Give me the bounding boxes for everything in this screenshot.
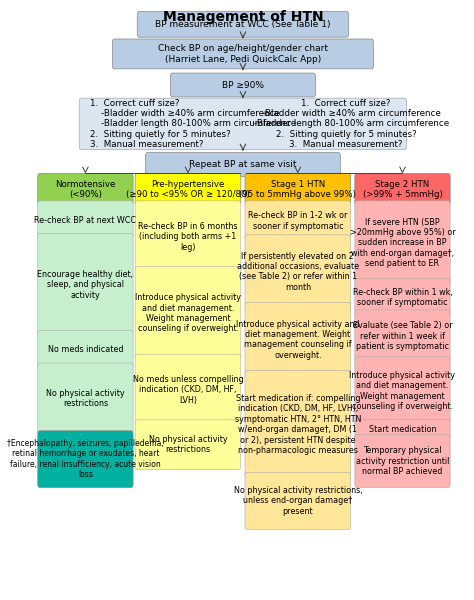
Text: Introduce physical activity and
diet management. Weight
management counseling if: Introduce physical activity and diet man… bbox=[236, 320, 360, 360]
FancyBboxPatch shape bbox=[355, 279, 450, 316]
FancyBboxPatch shape bbox=[135, 354, 241, 426]
Text: If persistently elevated on 2
additional occasions, evaluate
(see Table 2) or re: If persistently elevated on 2 additional… bbox=[237, 251, 359, 292]
Text: Stage 1 HTN
(95 to 5mmHg above 99%): Stage 1 HTN (95 to 5mmHg above 99%) bbox=[239, 180, 356, 199]
Text: BP measurement at WCC (See Table 1): BP measurement at WCC (See Table 1) bbox=[155, 20, 331, 29]
Text: Management of HTN: Management of HTN bbox=[163, 10, 323, 25]
Text: No meds unless compelling
indication (CKD, DM, HF,
LVH): No meds unless compelling indication (CK… bbox=[133, 375, 243, 405]
FancyBboxPatch shape bbox=[38, 173, 133, 206]
FancyBboxPatch shape bbox=[355, 201, 450, 285]
FancyBboxPatch shape bbox=[355, 419, 450, 441]
FancyBboxPatch shape bbox=[245, 235, 351, 308]
FancyBboxPatch shape bbox=[38, 363, 133, 434]
Text: BP ≥90%: BP ≥90% bbox=[222, 80, 264, 89]
FancyBboxPatch shape bbox=[137, 11, 348, 37]
Text: †Encephalopathy, seizures, papilledema,
retinal hemorrhage or exudates, heart
fa: †Encephalopathy, seizures, papilledema, … bbox=[7, 439, 164, 479]
FancyBboxPatch shape bbox=[245, 201, 351, 241]
Text: Start medication if: compelling
indication (CKD, DM, HF, LVH),
symptomatic HTN, : Start medication if: compelling indicati… bbox=[235, 394, 361, 455]
Text: Re-check BP within 1 wk,
sooner if symptomatic: Re-check BP within 1 wk, sooner if sympt… bbox=[353, 288, 452, 307]
FancyBboxPatch shape bbox=[245, 173, 351, 206]
Text: No meds indicated: No meds indicated bbox=[48, 345, 123, 354]
FancyBboxPatch shape bbox=[135, 420, 241, 470]
Text: Evaluate (see Table 2) or
refer within 1 week if
patient is symptomatic: Evaluate (see Table 2) or refer within 1… bbox=[353, 322, 452, 351]
FancyBboxPatch shape bbox=[38, 201, 133, 239]
Text: Re-check BP at next WCC: Re-check BP at next WCC bbox=[35, 215, 137, 224]
FancyBboxPatch shape bbox=[38, 331, 133, 369]
Text: No physical activity restrictions,
unless end-organ damage†
present: No physical activity restrictions, unles… bbox=[234, 486, 362, 516]
Text: Temporary physical
activity restriction until
normal BP achieved: Temporary physical activity restriction … bbox=[356, 446, 449, 476]
FancyBboxPatch shape bbox=[355, 310, 450, 363]
Text: 1.  Correct cuff size?
    -Bladder width ≥40% arm circumference
    -Bladder le: 1. Correct cuff size? -Bladder width ≥40… bbox=[243, 98, 449, 149]
Text: No physical activity
restrictions: No physical activity restrictions bbox=[149, 435, 228, 454]
FancyBboxPatch shape bbox=[146, 152, 340, 176]
FancyBboxPatch shape bbox=[135, 201, 241, 272]
Text: Re-check BP in 6 months
(including both arms +1
leg): Re-check BP in 6 months (including both … bbox=[138, 222, 238, 251]
FancyBboxPatch shape bbox=[355, 173, 450, 206]
Text: 1.  Correct cuff size?
    -Bladder width ≥40% arm circumference
    -Bladder le: 1. Correct cuff size? -Bladder width ≥40… bbox=[90, 98, 296, 149]
Text: If severe HTN (SBP
>20mmHg above 95%) or
sudden increase in BP
with end-organ da: If severe HTN (SBP >20mmHg above 95%) or… bbox=[350, 218, 456, 268]
Text: Re-check BP in 1-2 wk or
sooner if symptomatic: Re-check BP in 1-2 wk or sooner if sympt… bbox=[248, 211, 347, 230]
FancyBboxPatch shape bbox=[135, 266, 241, 360]
FancyBboxPatch shape bbox=[112, 39, 374, 69]
FancyBboxPatch shape bbox=[135, 173, 241, 206]
Text: Repeat BP at same visit: Repeat BP at same visit bbox=[189, 160, 297, 169]
FancyBboxPatch shape bbox=[355, 357, 450, 425]
FancyBboxPatch shape bbox=[38, 233, 133, 337]
Text: Check BP on age/height/gender chart
(Harriet Lane, Pedi QuickCalc App): Check BP on age/height/gender chart (Har… bbox=[158, 44, 328, 64]
FancyBboxPatch shape bbox=[170, 73, 316, 97]
Text: Start medication: Start medication bbox=[369, 425, 436, 434]
FancyBboxPatch shape bbox=[38, 431, 133, 488]
Text: Pre-hypertensive
(≥90 to <95% OR ≥ 120/80): Pre-hypertensive (≥90 to <95% OR ≥ 120/8… bbox=[126, 180, 250, 199]
FancyBboxPatch shape bbox=[355, 435, 450, 488]
FancyBboxPatch shape bbox=[79, 98, 407, 149]
FancyBboxPatch shape bbox=[245, 303, 351, 377]
Text: Introduce physical activity
and diet management.
Weight management
counseling if: Introduce physical activity and diet man… bbox=[349, 371, 456, 411]
Text: Normotensive
(<90%): Normotensive (<90%) bbox=[55, 180, 116, 199]
Text: No physical activity
restrictions: No physical activity restrictions bbox=[46, 389, 125, 408]
FancyBboxPatch shape bbox=[245, 371, 351, 478]
Text: Stage 2 HTN
(>99% + 5mmHg): Stage 2 HTN (>99% + 5mmHg) bbox=[363, 180, 442, 199]
Text: Encourage healthy diet,
sleep, and physical
activity: Encourage healthy diet, sleep, and physi… bbox=[37, 270, 133, 300]
FancyBboxPatch shape bbox=[245, 472, 351, 529]
Text: Introduce physical activity
and diet management.
Weight management
counseling if: Introduce physical activity and diet man… bbox=[135, 293, 241, 334]
